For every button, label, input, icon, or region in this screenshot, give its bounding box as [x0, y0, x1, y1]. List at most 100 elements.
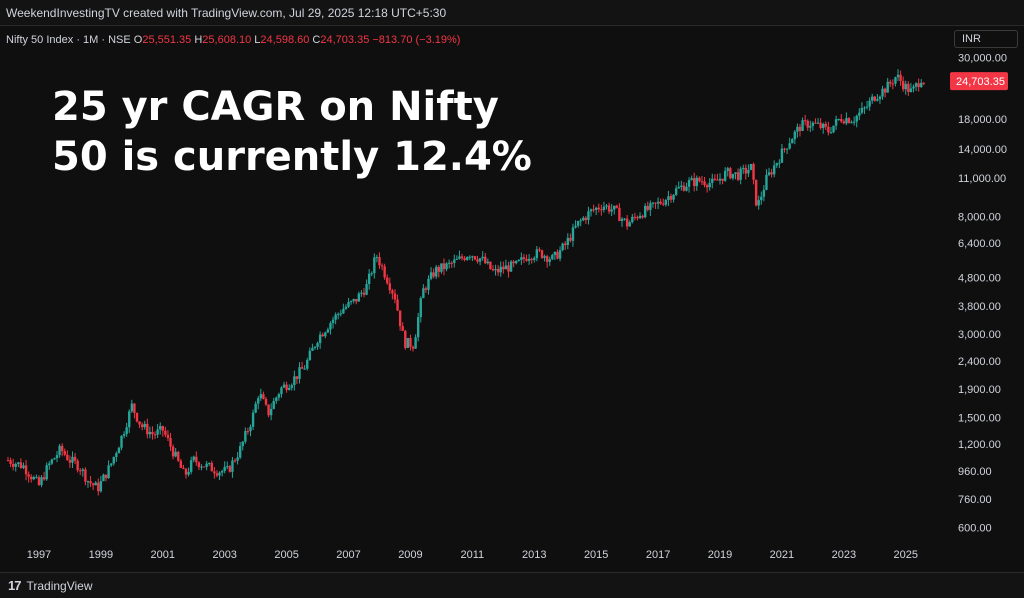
candle-body [416, 317, 420, 338]
candle-body [491, 269, 495, 271]
candle-body [502, 266, 505, 270]
candle-body [545, 256, 549, 262]
candle-body [824, 123, 827, 127]
candle-body [14, 464, 17, 467]
candle-body [32, 477, 35, 480]
candle-body [494, 268, 497, 271]
candle-body [130, 403, 134, 412]
candle-body [770, 172, 773, 175]
candle-body [71, 456, 74, 463]
candle-body [120, 435, 123, 448]
candle-body [525, 258, 528, 261]
candle-body [509, 261, 513, 272]
candle-body [889, 81, 892, 84]
candle-body [656, 201, 660, 204]
candle-body [592, 209, 595, 211]
candle-body [850, 122, 853, 124]
annotation-line-1: 25 yr CAGR on Nifty [52, 84, 499, 130]
candle-body [623, 218, 626, 220]
candle-body [262, 394, 265, 399]
candle-body [649, 203, 652, 210]
y-tick-label: 1,900.00 [958, 384, 1001, 396]
candle-body [60, 445, 64, 452]
candle-body [522, 257, 526, 259]
candle-body [53, 458, 56, 460]
candle-body [396, 299, 399, 311]
candle-body [117, 447, 121, 454]
candle-body [499, 266, 502, 273]
candle-body [564, 243, 567, 245]
candle-body [816, 122, 820, 124]
candle-body [471, 256, 474, 258]
tradingview-brand[interactable]: TradingView [26, 578, 93, 593]
currency-selector[interactable]: INR [954, 30, 1018, 48]
candle-body [42, 477, 46, 480]
candle-body [254, 403, 257, 413]
candle-body [398, 310, 402, 327]
candle-body [904, 83, 907, 90]
candle-body [331, 319, 335, 324]
candle-body [447, 262, 451, 264]
candle-body [791, 139, 794, 144]
candle-body [197, 462, 201, 468]
candle-body [189, 460, 193, 472]
candle-body [512, 261, 515, 264]
candle-body [300, 367, 304, 369]
candle-body [174, 451, 177, 457]
candle-body [133, 403, 136, 413]
candle-body [726, 168, 729, 171]
y-tick-label: 30,000.00 [958, 53, 1007, 65]
candle-body [342, 308, 345, 314]
candle-body [644, 205, 647, 218]
chart-frame[interactable] [0, 26, 1024, 572]
candle-body [742, 167, 745, 169]
candle-body [153, 434, 157, 436]
candle-body [267, 404, 270, 416]
candle-body [618, 207, 621, 222]
candle-body [594, 207, 598, 210]
x-tick-label: 2005 [274, 549, 298, 561]
candle-body [236, 457, 239, 461]
candle-body [489, 261, 492, 270]
x-tick-label: 2015 [584, 549, 608, 561]
candle-body [543, 256, 546, 258]
candle-body [754, 179, 758, 206]
candle-body [615, 205, 619, 208]
tradingview-logo-icon[interactable]: 17 [8, 578, 22, 593]
candle-body [796, 126, 799, 132]
candle-body [579, 220, 582, 222]
y-tick-label: 6,400.00 [958, 238, 1001, 250]
symbol-name[interactable]: Nifty 50 Index · 1M · NSE [6, 34, 131, 46]
candle-body [610, 209, 613, 212]
candle-body [772, 165, 776, 175]
candle-body [179, 460, 183, 468]
candle-body [602, 206, 606, 210]
candle-body [140, 424, 144, 428]
candle-body [855, 115, 858, 122]
candle-body [847, 118, 851, 123]
candle-body [468, 256, 471, 258]
candle-body [729, 168, 732, 179]
candle-body [762, 189, 766, 197]
candle-body [504, 265, 508, 270]
candle-body [357, 293, 361, 302]
y-tick-label: 1,500.00 [958, 412, 1001, 424]
candle-body [651, 202, 655, 204]
candle-body [257, 398, 260, 404]
candle-body [355, 299, 358, 302]
candle-body [6, 460, 10, 462]
candle-body [373, 257, 376, 274]
candle-body [667, 196, 670, 201]
candle-body [195, 456, 198, 463]
candle-body [50, 459, 54, 464]
candle-body [548, 259, 551, 262]
candle-body [540, 250, 544, 258]
candle-body [917, 83, 920, 88]
candle-body [404, 330, 407, 348]
candle-body [899, 74, 902, 82]
candle-body [711, 178, 714, 183]
candle-body [375, 257, 379, 259]
candle-body [744, 167, 748, 174]
candle-body [783, 148, 786, 150]
